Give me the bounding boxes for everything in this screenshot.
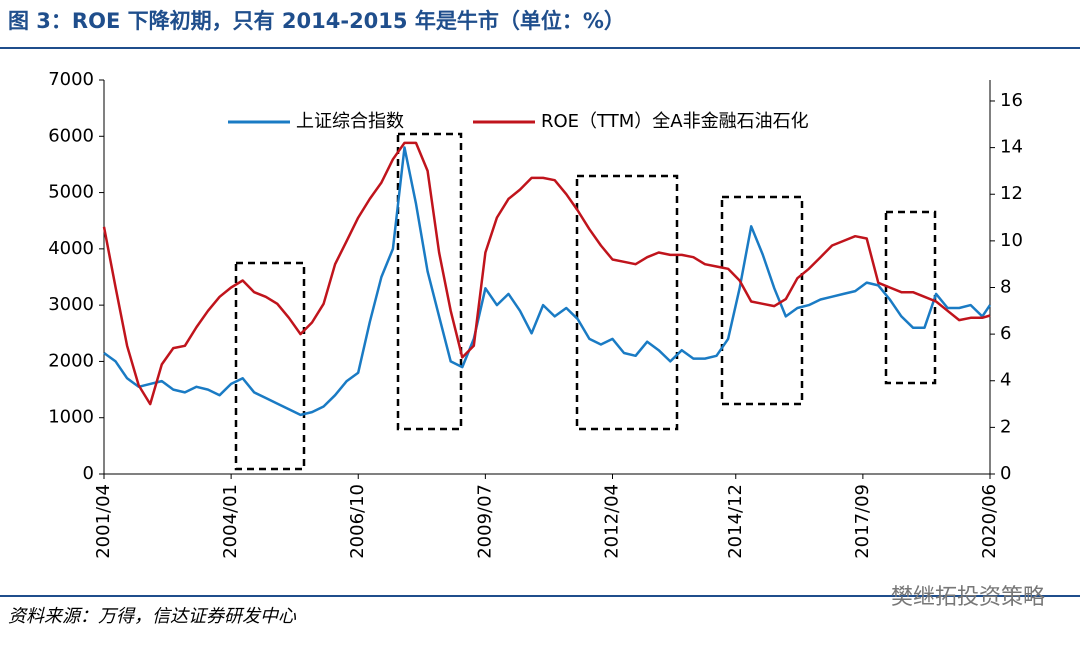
y-tick-label: 6000 bbox=[48, 125, 94, 146]
y2-tick-label: 6 bbox=[1000, 323, 1011, 344]
x-tick-label: 2004/01 bbox=[220, 484, 241, 559]
highlight-box bbox=[575, 174, 679, 431]
y-tick-label: 1000 bbox=[48, 407, 94, 428]
y-tick-label: 4000 bbox=[48, 238, 94, 259]
x-tick-label: 2006/10 bbox=[347, 484, 368, 559]
watermark: 樊继拓投资策略 bbox=[891, 585, 1045, 610]
x-tick-label: 2020/06 bbox=[979, 484, 1000, 559]
y-tick-label: 5000 bbox=[48, 182, 94, 203]
series-line bbox=[102, 141, 991, 406]
y-tick-label: 2000 bbox=[48, 350, 94, 371]
y2-tick-label: 0 bbox=[1000, 463, 1011, 484]
x-tick-label: 2009/07 bbox=[474, 484, 495, 559]
x-tick-label: 2001/04 bbox=[93, 484, 114, 559]
y-tick-label: 0 bbox=[83, 463, 94, 484]
y2-tick-label: 10 bbox=[1000, 230, 1023, 251]
x-tick-label: 2014/12 bbox=[725, 484, 746, 559]
y2-tick-label: 16 bbox=[1000, 90, 1023, 111]
y2-tick-label: 2 bbox=[1000, 416, 1011, 437]
y2-tick-label: 14 bbox=[1000, 137, 1023, 158]
y2-tick-label: 8 bbox=[1000, 276, 1011, 297]
y-tick-label: 7000 bbox=[48, 69, 94, 90]
y2-tick-label: 12 bbox=[1000, 183, 1023, 204]
legend-label: 上证综合指数 bbox=[296, 111, 404, 132]
highlight-box bbox=[720, 195, 804, 406]
chart-title: 图 3：ROE 下降初期，只有 2014-2015 年是牛市（单位：%） bbox=[8, 9, 625, 33]
x-tick-label: 2012/04 bbox=[601, 484, 622, 559]
source: 资料来源：万得，信达证券研发中心 bbox=[8, 606, 297, 627]
series-line bbox=[103, 146, 992, 417]
highlight-box bbox=[234, 261, 306, 471]
highlight-box bbox=[396, 132, 463, 431]
y-tick-label: 3000 bbox=[48, 294, 94, 315]
legend-label: ROE（TTM）全A非金融石油石化 bbox=[541, 111, 809, 132]
y2-tick-label: 4 bbox=[1000, 370, 1011, 391]
x-tick-label: 2017/09 bbox=[852, 484, 873, 559]
